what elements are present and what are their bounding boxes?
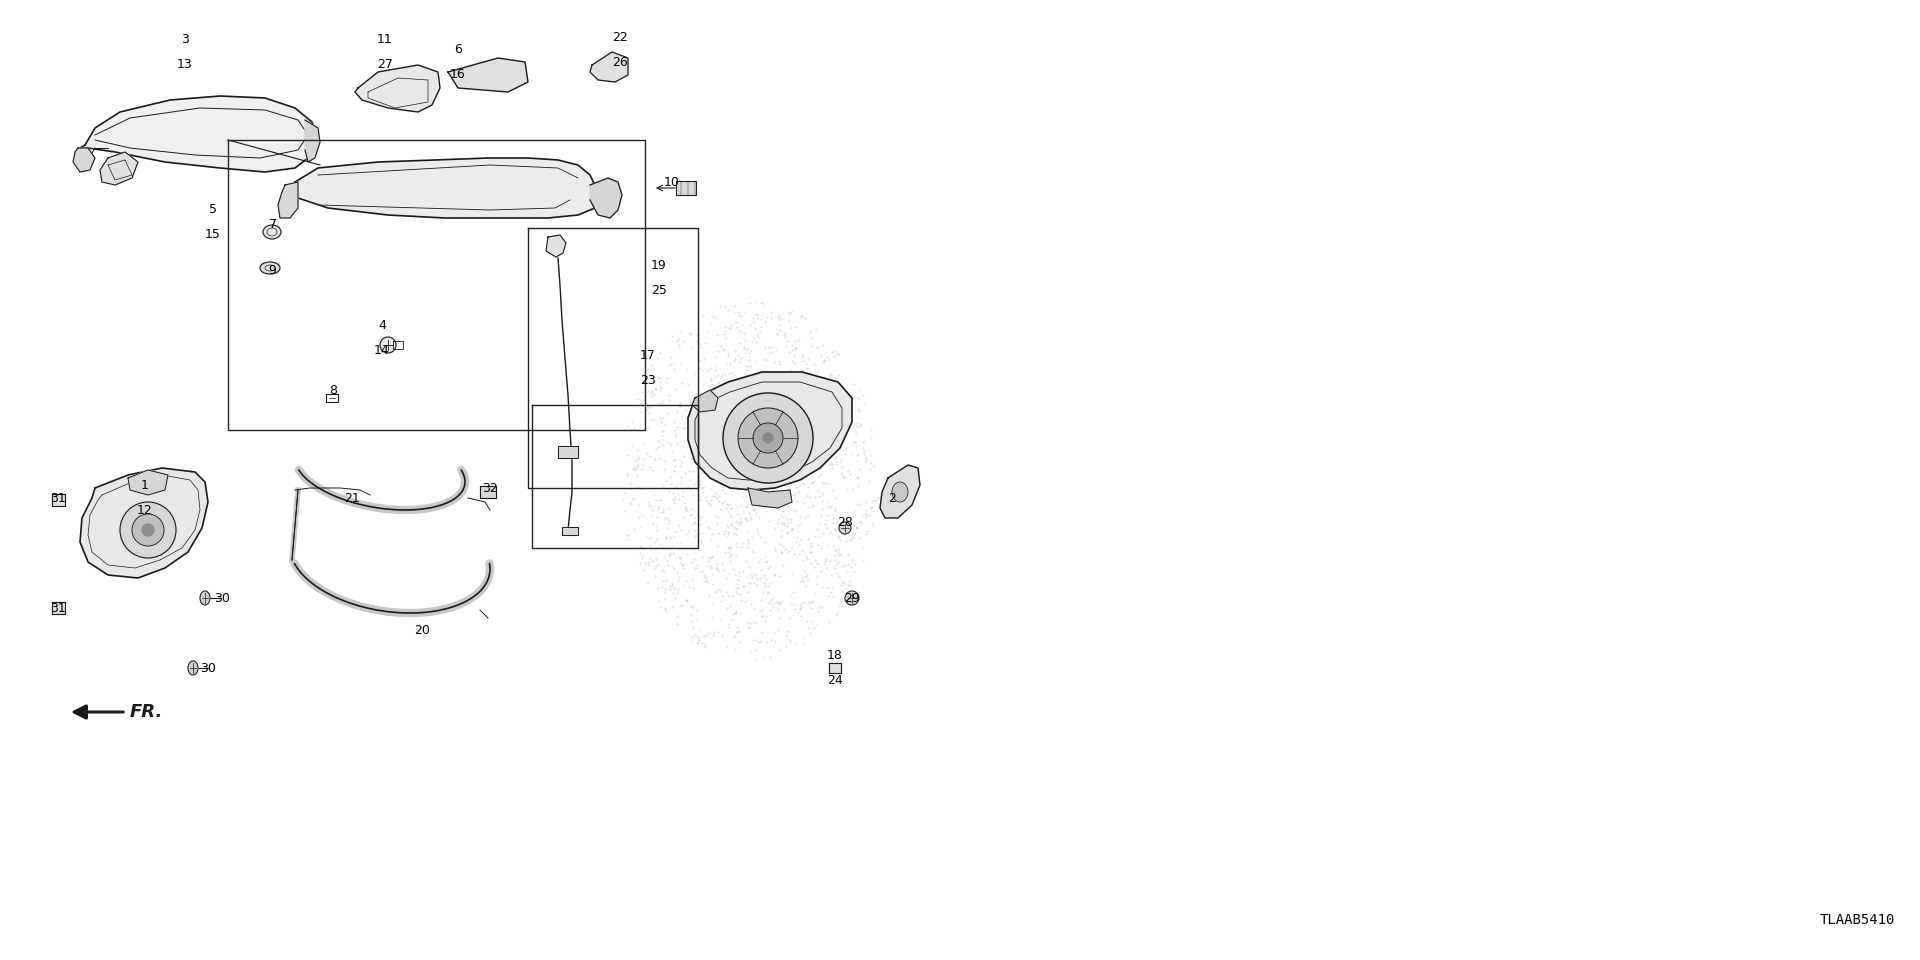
Text: 24: 24 <box>828 674 843 687</box>
Polygon shape <box>129 470 169 495</box>
Polygon shape <box>687 372 852 490</box>
Text: 18: 18 <box>828 649 843 662</box>
Bar <box>559 446 578 458</box>
Text: 7: 7 <box>269 219 276 231</box>
Polygon shape <box>691 390 718 412</box>
Polygon shape <box>278 182 298 218</box>
Text: 9: 9 <box>269 263 276 276</box>
Text: 6: 6 <box>453 43 463 56</box>
Ellipse shape <box>259 262 280 274</box>
Polygon shape <box>447 58 528 92</box>
Ellipse shape <box>188 661 198 675</box>
Text: 19: 19 <box>651 259 666 272</box>
Text: 17: 17 <box>639 349 657 362</box>
Text: 31: 31 <box>50 602 65 614</box>
Polygon shape <box>73 148 94 172</box>
Circle shape <box>142 524 154 536</box>
Ellipse shape <box>200 591 209 605</box>
Polygon shape <box>290 158 597 218</box>
Text: 31: 31 <box>50 492 65 505</box>
Circle shape <box>762 433 774 443</box>
Polygon shape <box>100 152 138 185</box>
Polygon shape <box>480 486 495 498</box>
Polygon shape <box>259 263 280 273</box>
Text: TLAAB5410: TLAAB5410 <box>1820 913 1895 927</box>
Text: 1: 1 <box>140 479 150 492</box>
Bar <box>559 446 578 458</box>
Circle shape <box>724 393 812 483</box>
Text: 14: 14 <box>374 344 390 357</box>
Text: 10: 10 <box>664 177 680 189</box>
Circle shape <box>132 514 163 546</box>
Text: 2: 2 <box>889 492 897 505</box>
Polygon shape <box>545 235 566 257</box>
Text: 23: 23 <box>639 374 657 387</box>
Text: 20: 20 <box>415 623 430 636</box>
Bar <box>563 527 578 535</box>
Text: 12: 12 <box>136 504 154 517</box>
Polygon shape <box>676 181 695 195</box>
Text: 8: 8 <box>328 383 338 396</box>
Polygon shape <box>749 488 791 508</box>
Text: 27: 27 <box>376 58 394 71</box>
Polygon shape <box>829 663 841 673</box>
Text: 13: 13 <box>177 58 192 71</box>
Text: 30: 30 <box>200 661 215 675</box>
Circle shape <box>845 591 858 605</box>
Circle shape <box>753 423 783 453</box>
Polygon shape <box>52 494 65 506</box>
Circle shape <box>380 337 396 353</box>
Text: 30: 30 <box>213 591 230 605</box>
Text: 4: 4 <box>378 319 386 332</box>
Text: 11: 11 <box>376 33 394 46</box>
Text: 26: 26 <box>612 56 628 69</box>
Text: FR.: FR. <box>131 703 163 721</box>
Polygon shape <box>81 468 207 578</box>
Circle shape <box>839 522 851 534</box>
Circle shape <box>119 502 177 558</box>
Text: 21: 21 <box>344 492 359 505</box>
Text: 25: 25 <box>651 284 666 297</box>
Polygon shape <box>81 96 319 172</box>
Text: 3: 3 <box>180 33 188 46</box>
Polygon shape <box>355 65 440 112</box>
Polygon shape <box>589 52 628 82</box>
Polygon shape <box>879 465 920 518</box>
Text: 29: 29 <box>845 591 860 605</box>
Text: 5: 5 <box>209 203 217 216</box>
Ellipse shape <box>893 482 908 502</box>
Circle shape <box>737 408 799 468</box>
Polygon shape <box>589 178 622 218</box>
Ellipse shape <box>263 225 280 239</box>
Text: 28: 28 <box>837 516 852 529</box>
Text: 15: 15 <box>205 228 221 241</box>
Polygon shape <box>305 120 321 162</box>
Polygon shape <box>52 602 65 614</box>
Text: 32: 32 <box>482 482 497 494</box>
Text: 16: 16 <box>449 68 467 81</box>
Bar <box>563 527 578 535</box>
Text: 22: 22 <box>612 31 628 44</box>
